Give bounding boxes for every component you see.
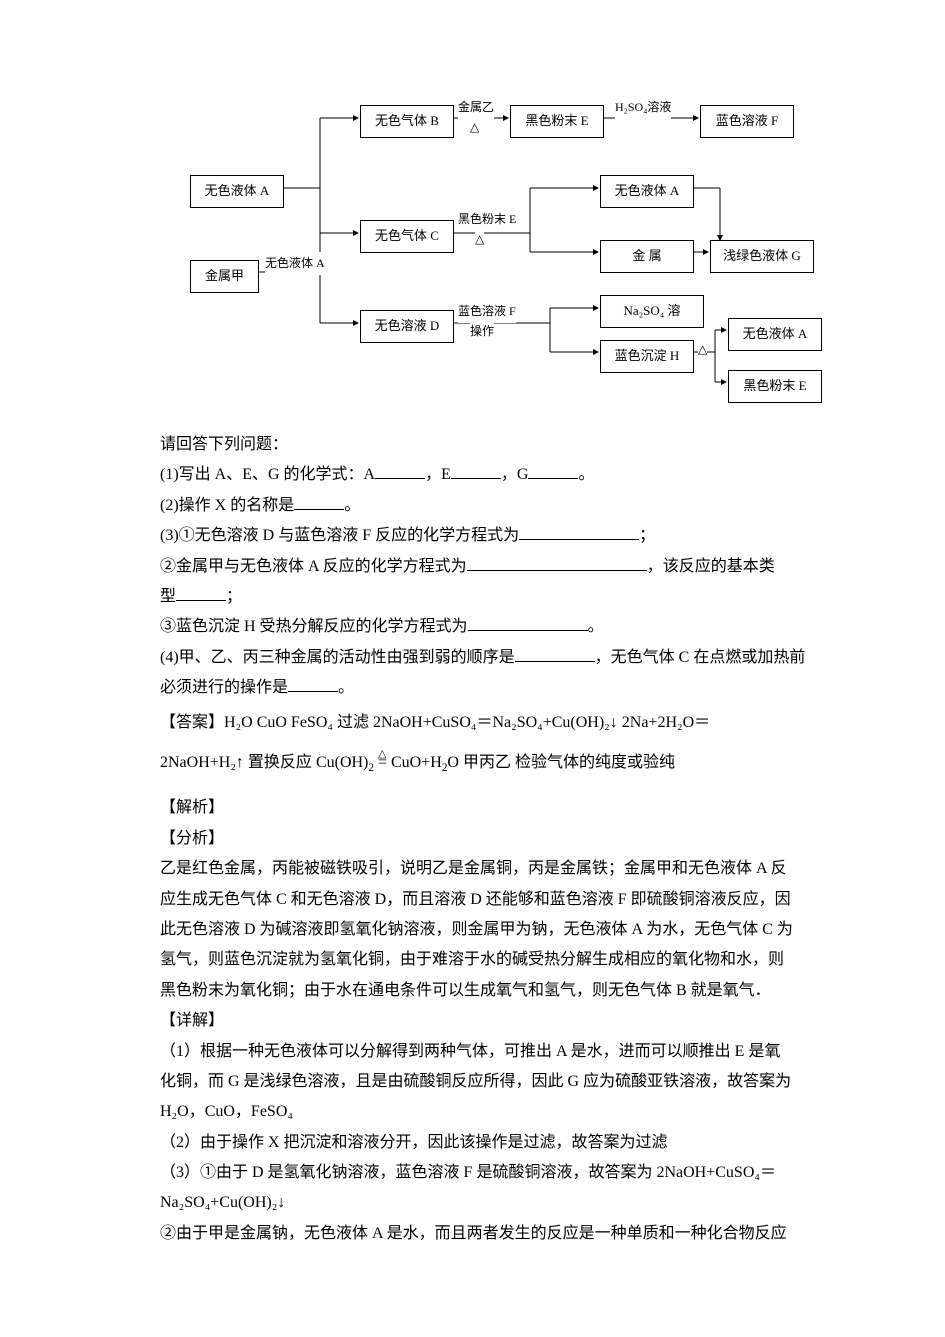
label-tri3: △ (698, 338, 707, 361)
fenxi-3: 此无色溶液 D 为碱溶液即氢氧化钠溶液，则金属甲为钠，无色液体 A 为水，无色气… (160, 915, 825, 945)
label-tri2: △ (475, 228, 484, 251)
node-gasB: 无色气体 B (360, 105, 454, 138)
label-opX: 操作 (470, 320, 494, 343)
x3b: Na₂SO₄+Cu(OH)₂↓ (160, 1188, 825, 1218)
node-liquidA2: 无色液体 A (600, 175, 694, 208)
x1: （1）根据一种无色液体可以分解得到两种气体，可推出 A 是水，进而可以顺推出 E… (160, 1037, 825, 1067)
equation-cuoh2: Cu(OH)2 =△ CuO+H2O (316, 754, 459, 771)
node-metal: 金 属 (600, 240, 694, 273)
x4: ②由于甲是金属钠，无色液体 A 是水，而且两者发生的反应是一种单质和一种化合物反… (160, 1219, 825, 1249)
label-h2so4: H₂SO₄溶液 (615, 96, 671, 119)
answer-line2: 2NaOH+H₂↑ 置换反应 Cu(OH)2 =△ CuO+H2O 甲丙乙 检验… (160, 748, 825, 779)
q1: (1)写出 A、E、G 的化学式：A，E，G。 (160, 460, 825, 490)
q2: (2)操作 X 的名称是。 (160, 491, 825, 521)
fenxi-5: 黑色粉末为氧化铜；由于水在通电条件可以生成氧气和氢气，则无色气体 B 就是氧气． (160, 976, 825, 1006)
fenxi-label: 【分析】 (160, 824, 825, 854)
q4a: (4)甲、乙、丙三种金属的活动性由强到弱的顺序是，无色气体 C 在点燃或加热前 (160, 643, 825, 673)
flowchart-diagram: 无色液体 A 金属甲 无色气体 B 无色气体 C 无色溶液 D 黑色粉末 E 蓝色溶液 F 无… (180, 80, 840, 400)
label-tri1: △ (470, 116, 479, 139)
node-powderE1: 黑色粉末 E (510, 105, 604, 138)
node-metalJia: 金属甲 (190, 260, 259, 293)
question-content: 请回答下列问题： (1)写出 A、E、G 的化学式：A，E，G。 (2)操作 X… (160, 430, 825, 1249)
node-solF: 蓝色溶液 F (700, 105, 794, 138)
node-liquidA3: 无色液体 A (728, 318, 822, 351)
fenxi-2: 应生成无色气体 C 和无色溶液 D，而且溶液 D 还能够和蓝色溶液 F 即硫酸铜… (160, 885, 825, 915)
node-liquidG: 浅绿色液体 G (710, 240, 814, 273)
q4b: 必须进行的操作是。 (160, 673, 825, 703)
node-solD: 无色溶液 D (360, 310, 454, 343)
q3-2a: ②金属甲与无色液体 A 反应的化学方程式为，该反应的基本类 (160, 552, 825, 582)
x1c: H₂O，CuO，FeSO₄ (160, 1097, 825, 1127)
label-powderEtop: 黑色粉末 E (458, 208, 516, 231)
q3-1: (3)①无色溶液 D 与蓝色溶液 F 反应的化学方程式为； (160, 521, 825, 551)
node-gasC: 无色气体 C (360, 220, 454, 253)
q3-2b: 型； (160, 582, 825, 612)
fenxi-1: 乙是红色金属，丙能被磁铁吸引，说明乙是金属铜，丙是金属铁；金属甲和无色液体 A … (160, 854, 825, 884)
node-na2so4: Na₂SO₄ 溶 (600, 295, 704, 328)
xiang-label: 【详解】 (160, 1006, 825, 1036)
label-wuseA: 无色液体 A (265, 252, 325, 275)
q3-3: ③蓝色沉淀 H 受热分解反应的化学方程式为。 (160, 612, 825, 642)
x1b: 化铜，而 G 是浅绿色溶液，且是由硫酸铜反应所得，因此 G 应为硫酸亚铁溶液，故… (160, 1067, 825, 1097)
x3: （3）①由于 D 是氢氧化钠溶液，蓝色溶液 F 是硫酸铜溶液，故答案为 2NaO… (160, 1158, 825, 1188)
node-liquidA: 无色液体 A (190, 175, 284, 208)
jiexi-label: 【解析】 (160, 793, 825, 823)
fenxi-4: 氢气，则蓝色沉淀就为氢氧化铜，由于难溶于水的碱受热分解生成相应的氧化物和水，则 (160, 945, 825, 975)
x2: （2）由于操作 X 把沉淀和溶液分开，因此该操作是过滤，故答案为过滤 (160, 1128, 825, 1158)
intro-line: 请回答下列问题： (160, 430, 825, 460)
node-powderE3: 黑色粉末 E (728, 370, 822, 403)
node-precipH: 蓝色沉淀 H (600, 340, 694, 373)
answer-line1: 【答案】H₂O CuO FeSO₄ 过滤 2NaOH+CuSO₄＝Na₂SO₄+… (160, 708, 825, 738)
